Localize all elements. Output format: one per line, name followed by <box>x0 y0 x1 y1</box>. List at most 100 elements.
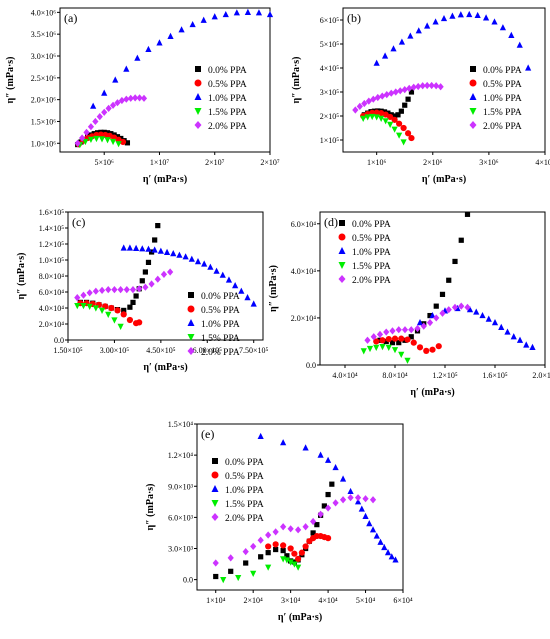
data-point-c <box>225 276 233 283</box>
legend-label-c: 0.5% PPA <box>201 306 240 316</box>
data-point-d <box>446 277 452 283</box>
data-point-d <box>408 334 414 340</box>
data-point-c <box>74 303 81 310</box>
data-point-c <box>120 244 127 251</box>
data-point-e <box>362 512 369 519</box>
data-point-d <box>416 319 424 326</box>
data-point-d <box>389 327 396 335</box>
legend-marker-e <box>211 485 219 492</box>
legend-marker-c <box>187 334 195 341</box>
data-point-c <box>148 249 155 255</box>
data-point-e <box>280 542 287 549</box>
data-point-c <box>127 304 133 310</box>
data-point-c <box>136 319 143 326</box>
data-point-b <box>404 130 412 137</box>
data-point-a <box>104 130 111 136</box>
y-tick-label-b: 2×10⁵ <box>320 112 340 121</box>
data-point-a <box>104 137 111 144</box>
y-tick-label-b: 5×10⁵ <box>320 40 340 49</box>
data-point-d <box>451 303 459 311</box>
plot-frame-e <box>196 423 404 591</box>
data-point-c <box>86 303 93 310</box>
data-point-a <box>189 20 196 28</box>
data-point-d <box>529 343 536 350</box>
data-point-e <box>324 456 332 463</box>
series-e-2 <box>257 432 399 563</box>
data-point-d <box>485 315 492 322</box>
legend-marker-a <box>195 66 201 72</box>
data-point-d <box>433 303 439 309</box>
legend-marker-d <box>338 247 346 254</box>
panel-label-e: (e) <box>201 427 214 441</box>
data-point-b <box>390 45 397 52</box>
data-point-e <box>369 526 377 533</box>
data-point-c <box>117 323 124 330</box>
data-point-b <box>437 83 444 91</box>
data-point-e <box>257 536 264 544</box>
legend-label-a: 0.0% PPA <box>208 66 247 76</box>
panel-d: 4.0×10⁴ 8.0×10⁴ 1.2×10⁵ 1.6×10⁵ 2.0×10⁵ 0.0 2.… <box>268 211 550 398</box>
data-point-d <box>516 336 524 343</box>
x-tick-label-a: 1×10⁷ <box>150 158 170 167</box>
data-point-b <box>374 93 381 102</box>
legend-marker-e <box>211 500 219 507</box>
panel-label-a: (a) <box>64 11 77 25</box>
data-point-b <box>466 10 473 18</box>
x-tick-label-d: 8.0×10⁴ <box>382 371 408 380</box>
data-point-c <box>232 282 239 289</box>
data-point-b <box>395 112 401 118</box>
data-point-d <box>452 258 458 265</box>
data-point-e <box>317 451 324 458</box>
data-point-c <box>219 271 226 278</box>
legend-marker-a <box>194 79 202 87</box>
data-point-e <box>273 546 279 553</box>
data-point-c <box>160 270 168 278</box>
y-tick-label-c: 1.0×10⁵ <box>39 256 65 265</box>
legend-label-e: 0.0% PPA <box>225 458 264 468</box>
data-point-b <box>405 96 411 102</box>
data-point-c <box>132 244 140 251</box>
data-point-e <box>354 498 362 505</box>
legend-label-d: 0.5% PPA <box>352 234 391 244</box>
legend-label-d: 1.0% PPA <box>352 248 391 258</box>
data-point-b <box>369 113 376 121</box>
x-tick-label-e: 6×10⁴ <box>393 596 413 605</box>
series-e-4 <box>212 494 377 567</box>
data-point-c <box>126 244 134 251</box>
data-point-d <box>498 323 505 330</box>
data-point-c <box>170 250 177 257</box>
data-point-b <box>373 114 380 121</box>
data-point-d <box>491 319 499 326</box>
data-point-b <box>400 124 407 132</box>
data-point-a <box>178 26 185 33</box>
series-c-2 <box>120 244 257 307</box>
data-point-e <box>295 555 302 562</box>
series-a-4 <box>74 94 148 147</box>
legend-marker-d <box>338 275 346 283</box>
data-point-e <box>295 564 302 571</box>
series-d-3 <box>360 344 411 364</box>
data-point-a <box>93 135 100 143</box>
data-point-c <box>154 275 161 283</box>
data-point-d <box>458 237 464 243</box>
data-point-e <box>329 481 335 487</box>
series-d-4 <box>364 302 471 344</box>
data-point-c <box>238 287 245 294</box>
data-point-c <box>188 255 195 262</box>
data-point-c <box>92 287 99 295</box>
data-point-a <box>167 32 174 39</box>
data-point-b <box>408 134 415 142</box>
data-point-c <box>167 268 174 276</box>
data-point-b <box>391 116 398 123</box>
data-point-d <box>479 311 486 319</box>
data-point-c <box>111 317 118 324</box>
data-point-c <box>139 245 146 252</box>
legend-marker-d <box>339 220 345 226</box>
data-point-e <box>295 526 302 534</box>
data-point-a <box>114 99 121 107</box>
legend-marker-c <box>187 305 195 313</box>
data-point-a <box>123 65 130 72</box>
data-point-a <box>87 123 95 131</box>
data-point-d <box>404 336 411 343</box>
data-point-b <box>424 81 431 90</box>
